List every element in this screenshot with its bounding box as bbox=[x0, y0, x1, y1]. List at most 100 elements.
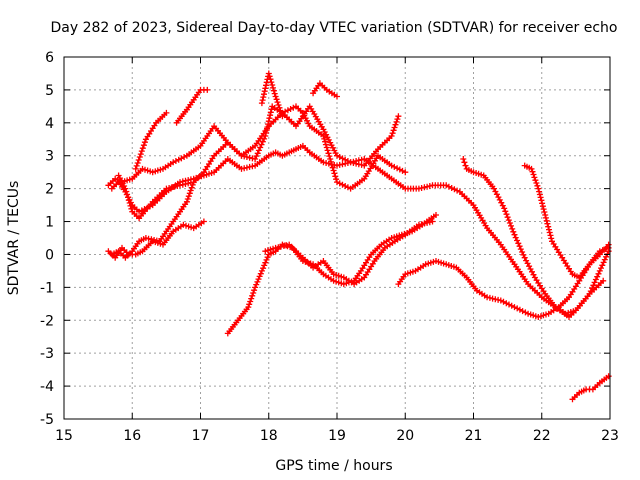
data-point bbox=[179, 181, 186, 188]
data-point bbox=[548, 235, 555, 242]
data-point bbox=[255, 147, 262, 154]
data-point bbox=[127, 202, 134, 209]
data-point bbox=[426, 183, 433, 189]
data-point bbox=[265, 121, 272, 128]
data-point bbox=[393, 118, 400, 125]
data-point bbox=[334, 93, 340, 100]
data-point bbox=[516, 243, 523, 250]
data-point bbox=[263, 82, 269, 89]
data-point bbox=[390, 127, 397, 134]
data-point bbox=[259, 138, 266, 145]
data-point bbox=[546, 226, 552, 233]
data-point bbox=[334, 162, 340, 169]
data-point bbox=[135, 157, 142, 163]
data-point bbox=[122, 185, 129, 192]
data-point bbox=[320, 159, 327, 166]
data-point bbox=[270, 84, 276, 91]
data-point bbox=[250, 290, 257, 296]
data-point bbox=[418, 185, 425, 191]
data-point bbox=[545, 223, 552, 230]
series-sat-d bbox=[132, 109, 170, 172]
data-point bbox=[327, 156, 334, 162]
data-point bbox=[536, 191, 543, 198]
data-point bbox=[402, 169, 409, 176]
data-point bbox=[522, 309, 529, 316]
data-point bbox=[264, 124, 271, 131]
data-point bbox=[252, 284, 259, 291]
data-point bbox=[514, 237, 520, 244]
data-point bbox=[547, 232, 554, 239]
data-point bbox=[330, 167, 337, 174]
data-point bbox=[511, 304, 518, 311]
data-point bbox=[276, 104, 283, 111]
data-point bbox=[258, 100, 265, 107]
data-point bbox=[541, 209, 548, 215]
data-point bbox=[324, 147, 331, 154]
data-point bbox=[391, 124, 398, 131]
data-point bbox=[517, 246, 524, 253]
data-point bbox=[599, 247, 606, 254]
data-point bbox=[399, 167, 406, 174]
data-point bbox=[266, 73, 273, 80]
data-point bbox=[278, 110, 285, 117]
data-point bbox=[136, 208, 143, 215]
data-point bbox=[255, 276, 262, 283]
data-point bbox=[153, 237, 160, 244]
data-point bbox=[448, 185, 455, 191]
data-point bbox=[429, 218, 436, 225]
data-point bbox=[185, 180, 192, 187]
x-tick-label: 21 bbox=[465, 428, 483, 444]
data-point bbox=[268, 106, 275, 113]
data-point bbox=[268, 79, 275, 86]
data-point bbox=[125, 197, 132, 204]
y-axis-label: SDTVAR / TECUs bbox=[6, 181, 22, 296]
series-sat-l bbox=[395, 241, 612, 320]
data-point bbox=[253, 281, 260, 288]
data-point bbox=[271, 90, 278, 97]
series-line bbox=[107, 105, 407, 190]
data-point bbox=[322, 138, 329, 145]
data-point bbox=[501, 205, 508, 212]
data-point bbox=[272, 93, 279, 100]
data-point bbox=[141, 139, 148, 146]
data-point bbox=[270, 87, 277, 94]
data-point bbox=[267, 76, 274, 83]
data-point bbox=[344, 158, 351, 164]
data-point bbox=[261, 91, 267, 98]
data-point bbox=[528, 165, 535, 172]
series-sat-k bbox=[262, 218, 436, 288]
data-point bbox=[171, 183, 178, 190]
data-point bbox=[509, 225, 516, 232]
data-point bbox=[267, 112, 274, 119]
y-tick-label: 0 bbox=[45, 247, 54, 263]
data-point bbox=[261, 262, 268, 269]
data-point bbox=[254, 278, 261, 285]
data-point bbox=[326, 153, 333, 160]
data-point bbox=[246, 154, 253, 161]
data-series bbox=[105, 70, 612, 403]
data-point bbox=[183, 198, 190, 205]
data-point bbox=[254, 150, 261, 157]
data-point bbox=[249, 292, 256, 299]
data-point bbox=[188, 184, 195, 191]
data-point bbox=[589, 285, 596, 292]
data-point bbox=[261, 135, 268, 142]
data-point bbox=[339, 155, 346, 162]
data-point bbox=[418, 221, 425, 228]
data-point bbox=[260, 94, 267, 101]
data-point bbox=[138, 148, 145, 155]
data-point bbox=[257, 144, 264, 151]
data-point bbox=[492, 296, 499, 303]
data-point bbox=[243, 164, 250, 171]
data-point bbox=[323, 144, 330, 151]
data-point bbox=[304, 117, 310, 124]
data-point bbox=[353, 158, 360, 164]
data-point bbox=[521, 254, 528, 261]
y-tick-label: 1 bbox=[45, 215, 54, 231]
data-point bbox=[263, 127, 270, 134]
data-point bbox=[605, 373, 612, 380]
series-sat-o bbox=[569, 373, 612, 403]
series-sat-m bbox=[460, 156, 612, 317]
data-point bbox=[601, 256, 608, 263]
x-tick-label: 19 bbox=[328, 428, 346, 444]
